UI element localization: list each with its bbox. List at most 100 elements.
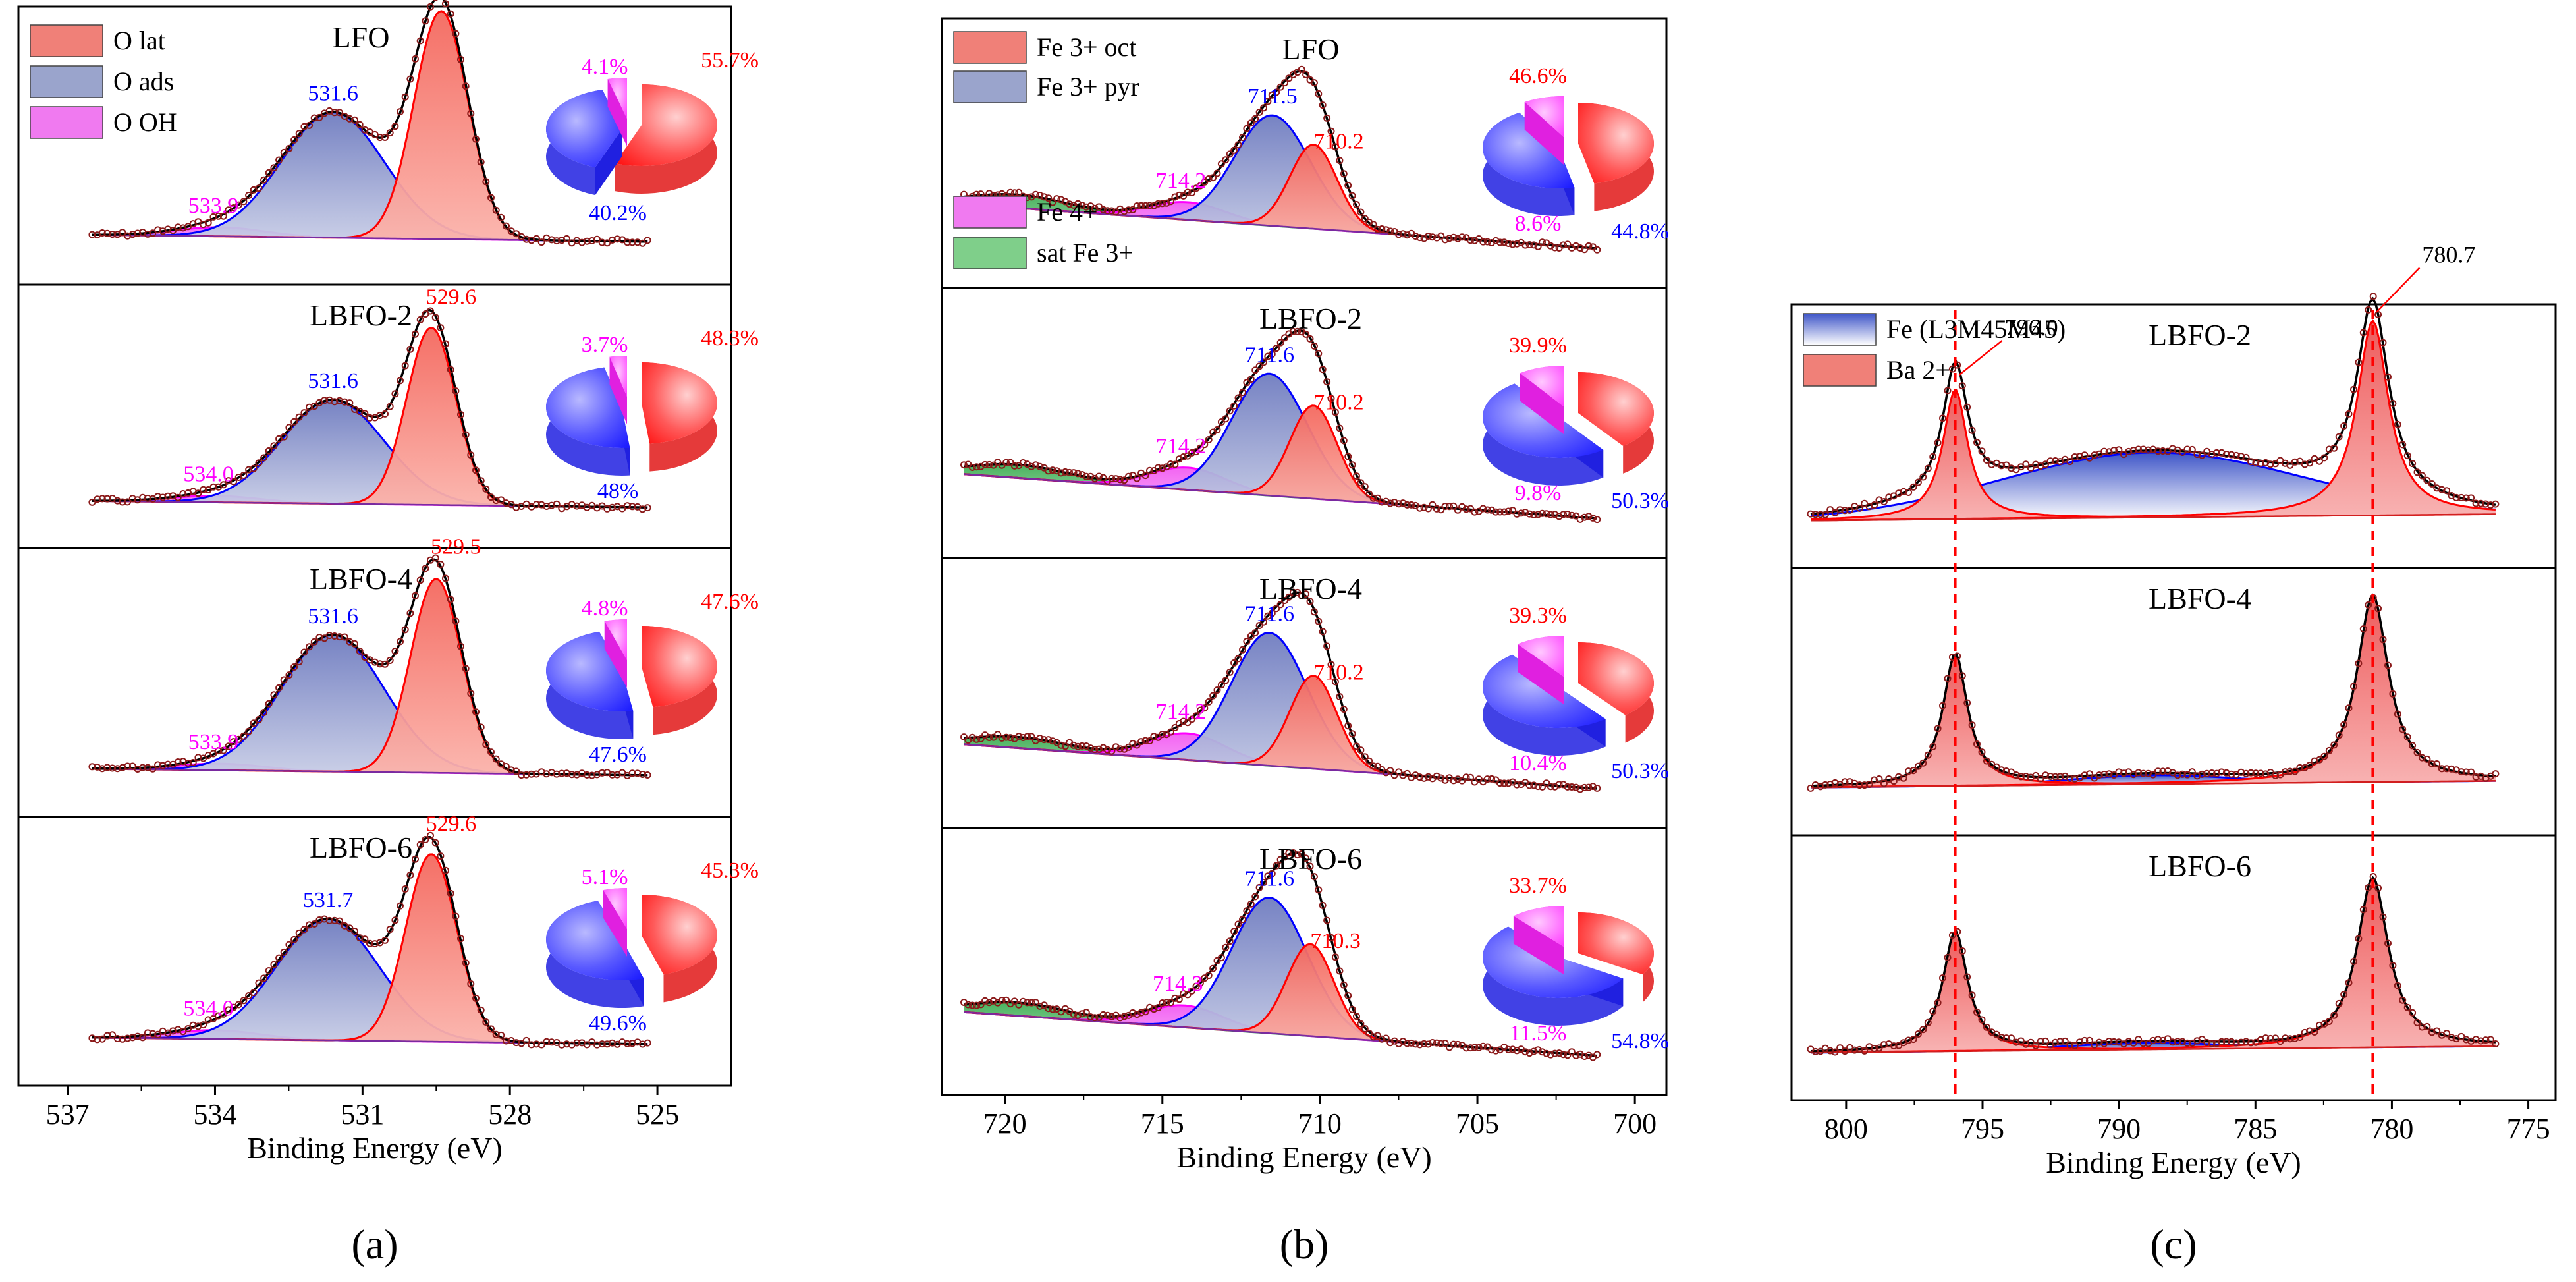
data-point — [1251, 366, 1259, 374]
data-point — [2272, 1034, 2280, 1042]
panel-a-LBFO-6: 529.6 531.7 534.0 LBFO-6 45.3% 49.6% 5.1% — [88, 812, 759, 1049]
data-point — [386, 129, 394, 137]
data-point — [427, 3, 434, 11]
data-point — [1534, 242, 1542, 250]
peak-area — [964, 897, 1597, 1056]
data-point — [462, 665, 470, 673]
data-point — [1273, 345, 1280, 352]
data-point — [2076, 453, 2083, 460]
data-point — [472, 708, 480, 716]
data-point — [2247, 458, 2255, 466]
data-point — [1572, 1051, 1580, 1059]
data-point — [2409, 460, 2417, 468]
data-point — [2472, 499, 2480, 507]
data-point — [219, 212, 227, 220]
data-point — [2071, 453, 2079, 460]
x-axis-label: Binding Energy (eV) — [1176, 1140, 1432, 1174]
sample-name: LBFO-2 — [310, 298, 412, 332]
pie-label: 50.3% — [1611, 759, 1669, 783]
data-point — [381, 410, 389, 418]
data-point — [1159, 731, 1166, 739]
data-point — [2237, 453, 2245, 460]
data-point — [325, 632, 333, 640]
data-point — [1408, 1039, 1415, 1047]
data-point — [1944, 675, 1952, 683]
pie-label: 10.4% — [1509, 751, 1567, 775]
data-point — [1880, 498, 1888, 505]
legend-swatch — [953, 31, 1027, 64]
data-point — [522, 771, 530, 779]
data-point — [1395, 231, 1403, 238]
peak-label: 533.9 — [188, 730, 239, 754]
peak-label: 711.5 — [1248, 84, 1298, 109]
data-point — [2467, 768, 2475, 776]
data-point — [2443, 1030, 2451, 1038]
panel-b-LBFO-4: 710.2 711.6 714.2 LBFO-4 39.3% 50.3% 10.4% — [960, 572, 1669, 793]
data-point — [2467, 494, 2475, 502]
data-point — [1365, 1029, 1373, 1037]
data-point — [1078, 471, 1086, 478]
data-point — [1036, 462, 1044, 470]
data-point — [1002, 996, 1010, 1004]
data-point — [598, 1040, 606, 1048]
data-point — [1124, 743, 1132, 751]
data-point — [336, 633, 343, 641]
data-point — [1285, 593, 1293, 601]
data-point — [1939, 974, 1946, 982]
data-point — [2266, 1034, 2274, 1042]
data-point — [2169, 1038, 2177, 1046]
sample-name: LBFO-2 — [2149, 318, 2251, 352]
data-point — [1310, 873, 1318, 881]
data-point — [295, 658, 303, 665]
data-point — [1934, 725, 1942, 733]
data-point — [1108, 747, 1116, 755]
data-point — [1247, 119, 1255, 127]
annotation-leader — [1958, 340, 2003, 376]
data-point — [109, 1031, 117, 1039]
data-point — [1539, 509, 1546, 517]
data-point — [2228, 770, 2235, 778]
data-point — [1525, 1049, 1533, 1057]
data-point — [1441, 1040, 1449, 1047]
data-point — [310, 638, 318, 646]
data-point — [2179, 1038, 2186, 1045]
data-point — [1298, 850, 1305, 858]
figure-caption: (a) — [351, 1221, 398, 1268]
pie-chart: 47.6% 47.6% 4.8% — [545, 590, 759, 767]
data-point — [1467, 773, 1474, 781]
data-point — [2257, 769, 2264, 777]
data-point — [2105, 448, 2113, 456]
data-point — [255, 979, 263, 987]
data-point — [1909, 767, 1917, 775]
data-point — [1437, 232, 1445, 240]
data-point — [512, 767, 520, 775]
data-point — [2443, 487, 2451, 495]
data-point — [2365, 884, 2372, 891]
data-point — [1243, 379, 1251, 387]
data-point — [2183, 1039, 2191, 1047]
data-point — [1006, 188, 1014, 196]
data-point — [2213, 769, 2220, 777]
data-point — [2399, 996, 2407, 1004]
data-point — [209, 213, 217, 221]
data-point — [977, 1001, 985, 1009]
data-point — [1116, 1014, 1124, 1022]
data-point — [422, 836, 429, 843]
data-point — [88, 763, 96, 771]
data-point — [144, 494, 151, 502]
data-point — [397, 902, 404, 910]
data-point — [1082, 1009, 1090, 1017]
panel-a-LBFO-2: 529.6 531.6 534.0 LBFO-2 48.3% 48% 3.7% — [88, 285, 759, 513]
data-point — [200, 486, 207, 493]
data-point — [1424, 233, 1432, 240]
data-point — [1315, 350, 1323, 358]
data-point — [2384, 939, 2392, 947]
data-point — [416, 576, 424, 584]
data-point — [1420, 1040, 1428, 1047]
data-point — [1924, 464, 1932, 472]
data-point — [1087, 1013, 1095, 1021]
data-point — [1112, 743, 1120, 751]
data-point — [1344, 182, 1352, 189]
peak-area — [964, 944, 1597, 1056]
data-point — [250, 464, 258, 472]
